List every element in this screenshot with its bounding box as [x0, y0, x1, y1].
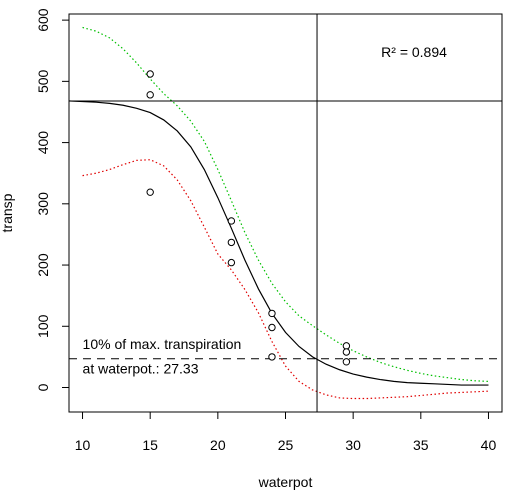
data-point-2 [146, 91, 154, 99]
y-tick-label-2: 100 [35, 314, 51, 338]
x-tick-label-3: 20 [210, 437, 226, 453]
y-axis-label: transp [0, 193, 15, 232]
annotation-3: at waterpot.: 27.33 [83, 360, 199, 376]
x-tick-label-1: 10 [75, 437, 91, 453]
annotation-2: 10% of max. transpiration [83, 336, 242, 352]
data-point-12 [342, 358, 351, 366]
y-tick-label-4: 300 [35, 192, 51, 216]
y-tick-label-1: 0 [35, 383, 51, 391]
series-line-1 [68, 100, 489, 386]
x-axis-label: waterpot [258, 474, 313, 490]
y-tick-label-6: 500 [35, 69, 51, 93]
data-point-10 [342, 342, 351, 350]
data-point-5 [227, 238, 236, 247]
data-point-7 [268, 309, 276, 318]
data-point-3 [146, 188, 154, 196]
y-tick-label-3: 200 [35, 253, 51, 277]
y-tick-label-7: 600 [35, 8, 51, 32]
data-point-9 [268, 353, 276, 361]
x-tick-label-6: 35 [413, 437, 429, 453]
series-line-3 [82, 159, 489, 400]
labels-layer: R² = 0.894 10% of max. transpiration at wa… [83, 44, 448, 377]
y-tick-label-5: 400 [35, 131, 51, 155]
data-point-4 [227, 217, 236, 225]
plot-layer [68, 14, 502, 412]
x-tick-label-4: 25 [278, 437, 294, 453]
data-point-6 [227, 258, 236, 267]
data-point-11 [342, 348, 351, 356]
x-tick-label-2: 15 [142, 437, 158, 453]
x-tick-label-7: 40 [481, 437, 497, 453]
x-tick-label-5: 30 [345, 437, 361, 453]
data-point-1 [146, 70, 154, 78]
annotation-1: R² = 0.894 [381, 44, 447, 60]
data-point-8 [268, 323, 276, 332]
